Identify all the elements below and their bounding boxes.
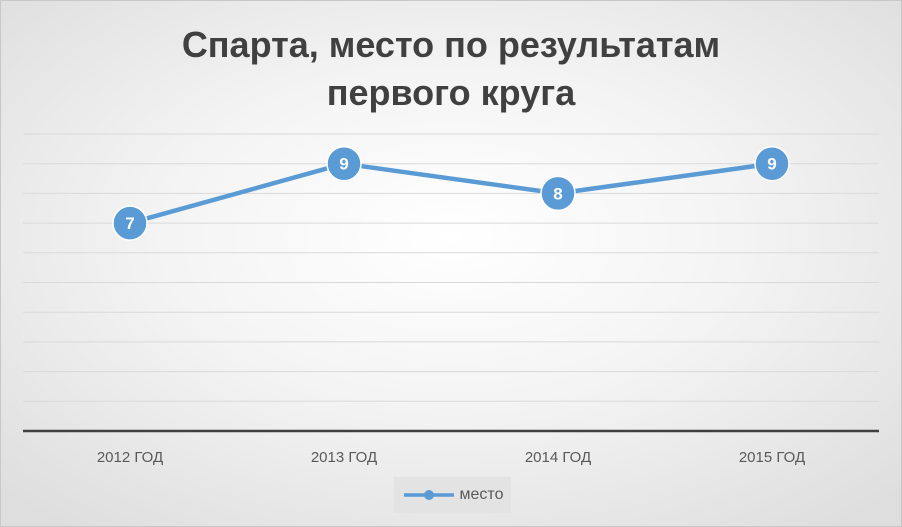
x-tick-label: 2012 ГОД <box>97 449 163 466</box>
legend-line-marker-icon <box>403 490 454 500</box>
data-point <box>326 145 362 182</box>
x-tick-label: 2015 ГОД <box>739 449 805 466</box>
data-label: 7 <box>125 214 134 233</box>
data-point <box>754 145 790 182</box>
chart-title: Спарта, место по результатам первого кру… <box>181 24 721 113</box>
data-points: 7 9 8 9 <box>112 145 790 241</box>
legend-label: место <box>459 486 504 503</box>
legend: место <box>394 477 511 513</box>
x-tick-label: 2014 ГОД <box>525 449 591 466</box>
series-line-mesto <box>129 161 773 226</box>
x-tick-labels: 2012 ГОД 2013 ГОД 2014 ГОД 2015 ГОД <box>97 449 805 466</box>
gridlines <box>23 133 879 402</box>
data-label: 8 <box>553 184 562 203</box>
data-point <box>112 205 148 241</box>
data-label: 9 <box>339 155 348 174</box>
data-label: 9 <box>767 155 776 174</box>
x-tick-label: 2013 ГОД <box>311 449 377 466</box>
data-point <box>540 175 576 212</box>
